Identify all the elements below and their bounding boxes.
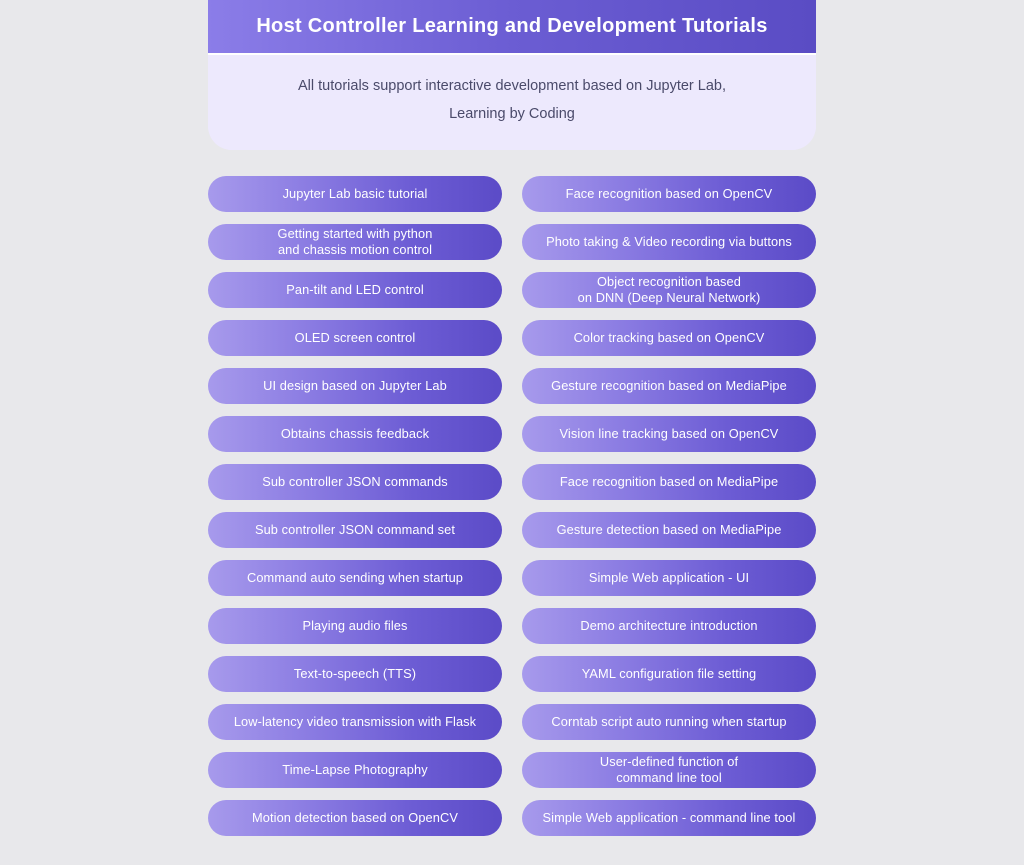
tutorial-label: Sub controller JSON command set	[255, 522, 455, 538]
tutorial-label: Jupyter Lab basic tutorial	[283, 186, 428, 202]
tutorial-columns: Jupyter Lab basic tutorial Getting start…	[208, 176, 816, 836]
tutorial-button[interactable]: Color tracking based on OpenCV	[522, 320, 816, 356]
tutorial-button[interactable]: Corntab script auto running when startup	[522, 704, 816, 740]
tutorial-label: Demo architecture introduction	[580, 618, 757, 634]
tutorial-label: Motion detection based on OpenCV	[252, 810, 458, 826]
header-card: Host Controller Learning and Development…	[208, 0, 816, 150]
tutorial-label: Sub controller JSON commands	[262, 474, 448, 490]
tutorial-button[interactable]: Getting started with python and chassis …	[208, 224, 502, 260]
tutorial-label: Photo taking & Video recording via butto…	[546, 234, 792, 250]
tutorial-button[interactable]: Motion detection based on OpenCV	[208, 800, 502, 836]
tutorial-button[interactable]: Gesture detection based on MediaPipe	[522, 512, 816, 548]
tutorial-button[interactable]: Face recognition based on OpenCV	[522, 176, 816, 212]
tutorial-button[interactable]: Playing audio files	[208, 608, 502, 644]
tutorial-button[interactable]: User-defined function of command line to…	[522, 752, 816, 788]
right-column: Face recognition based on OpenCV Photo t…	[522, 176, 816, 836]
title-text: Host Controller Learning and Development…	[256, 15, 767, 37]
tutorial-label: Object recognition based on DNN (Deep Ne…	[578, 274, 761, 306]
tutorial-button[interactable]: Jupyter Lab basic tutorial	[208, 176, 502, 212]
tutorial-label: Simple Web application - UI	[589, 570, 749, 586]
tutorial-label: Simple Web application - command line to…	[543, 810, 796, 826]
main-container: Host Controller Learning and Development…	[208, 0, 816, 836]
page-title: Host Controller Learning and Development…	[208, 0, 816, 53]
tutorial-label: Text-to-speech (TTS)	[294, 666, 416, 682]
tutorial-label: Face recognition based on OpenCV	[566, 186, 773, 202]
tutorial-button[interactable]: Vision line tracking based on OpenCV	[522, 416, 816, 452]
tutorial-label: OLED screen control	[295, 330, 416, 346]
tutorial-button[interactable]: Demo architecture introduction	[522, 608, 816, 644]
tutorial-button[interactable]: UI design based on Jupyter Lab	[208, 368, 502, 404]
tutorial-label: Face recognition based on MediaPipe	[560, 474, 778, 490]
tutorial-button[interactable]: Sub controller JSON command set	[208, 512, 502, 548]
tutorial-button[interactable]: Low-latency video transmission with Flas…	[208, 704, 502, 740]
tutorial-button[interactable]: Command auto sending when startup	[208, 560, 502, 596]
tutorial-label: Gesture detection based on MediaPipe	[557, 522, 782, 538]
tutorial-button[interactable]: Simple Web application - UI	[522, 560, 816, 596]
tutorial-button[interactable]: Gesture recognition based on MediaPipe	[522, 368, 816, 404]
tutorial-label: Vision line tracking based on OpenCV	[560, 426, 779, 442]
tutorial-button[interactable]: Time-Lapse Photography	[208, 752, 502, 788]
tutorial-label: Low-latency video transmission with Flas…	[234, 714, 476, 730]
tutorial-label: Getting started with python and chassis …	[278, 226, 433, 258]
tutorial-button[interactable]: Pan-tilt and LED control	[208, 272, 502, 308]
tutorial-button[interactable]: Simple Web application - command line to…	[522, 800, 816, 836]
subtitle-line-1: All tutorials support interactive develo…	[228, 73, 796, 101]
tutorial-label: Color tracking based on OpenCV	[574, 330, 765, 346]
tutorial-button[interactable]: Obtains chassis feedback	[208, 416, 502, 452]
tutorial-label: Command auto sending when startup	[247, 570, 463, 586]
subtitle-line-2: Learning by Coding	[228, 101, 796, 129]
tutorial-label: Obtains chassis feedback	[281, 426, 429, 442]
tutorial-label: YAML configuration file setting	[582, 666, 757, 682]
tutorial-label: Playing audio files	[302, 618, 407, 634]
tutorial-button[interactable]: OLED screen control	[208, 320, 502, 356]
tutorial-button[interactable]: Object recognition based on DNN (Deep Ne…	[522, 272, 816, 308]
subtitle-box: All tutorials support interactive develo…	[208, 53, 816, 150]
tutorial-button[interactable]: YAML configuration file setting	[522, 656, 816, 692]
tutorial-button[interactable]: Face recognition based on MediaPipe	[522, 464, 816, 500]
tutorial-label: Gesture recognition based on MediaPipe	[551, 378, 787, 394]
tutorial-button[interactable]: Text-to-speech (TTS)	[208, 656, 502, 692]
tutorial-label: User-defined function of command line to…	[600, 754, 738, 786]
tutorial-button[interactable]: Photo taking & Video recording via butto…	[522, 224, 816, 260]
tutorial-label: Corntab script auto running when startup	[551, 714, 786, 730]
left-column: Jupyter Lab basic tutorial Getting start…	[208, 176, 502, 836]
tutorial-button[interactable]: Sub controller JSON commands	[208, 464, 502, 500]
tutorial-label: Time-Lapse Photography	[282, 762, 427, 778]
tutorial-label: UI design based on Jupyter Lab	[263, 378, 447, 394]
tutorial-label: Pan-tilt and LED control	[286, 282, 424, 298]
